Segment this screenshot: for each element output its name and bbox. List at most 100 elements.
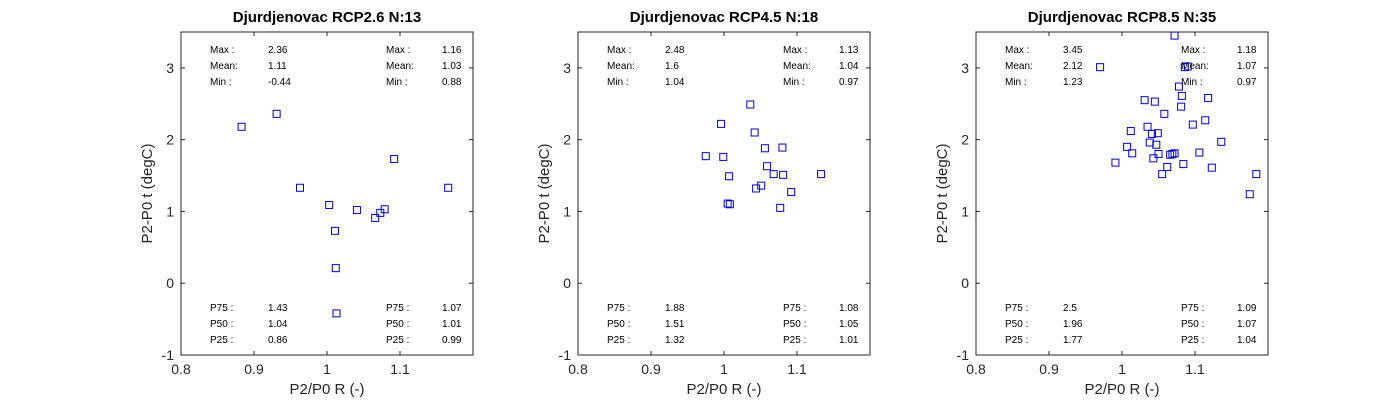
- y-tick-label: -1: [957, 347, 970, 363]
- plot-frame: [975, 31, 1269, 356]
- stat-value: 1.6: [665, 61, 679, 72]
- stat-value: 1.08: [839, 303, 859, 314]
- data-point-marker: [725, 172, 734, 181]
- data-point-marker: [1179, 160, 1188, 169]
- data-point-marker: [1150, 97, 1159, 106]
- data-point-marker: [1152, 140, 1161, 149]
- y-tick-label: 0: [166, 275, 174, 291]
- stat-label: P75 :: [607, 303, 630, 314]
- stat-value: 0.97: [1237, 77, 1257, 88]
- data-point-marker: [1143, 122, 1152, 131]
- y-axis-label: P2-P0 t (degC): [536, 143, 553, 243]
- stat-value: 1.96: [1063, 319, 1083, 330]
- y-tick-label: -1: [162, 347, 175, 363]
- stat-label: Mean:: [1181, 61, 1209, 72]
- y-tick-label: 2: [563, 132, 571, 148]
- stat-value: 1.32: [665, 335, 685, 346]
- x-tick-label: 1.1: [1185, 361, 1205, 377]
- y-tick-label: 0: [961, 275, 969, 291]
- scatter-panel-1: Djurdjenovac RCP2.6 N:13 0.8 0.9 1 1.1 -1 0 1 2 3…: [139, 9, 474, 398]
- stat-label: Max :: [783, 45, 807, 56]
- stat-value: 1.13: [839, 45, 859, 56]
- x-tick-label: 0.9: [641, 361, 661, 377]
- stat-label: P75 :: [386, 303, 409, 314]
- stat-value: 1.04: [268, 319, 288, 330]
- data-point-marker: [1163, 162, 1172, 171]
- data-point-marker: [1188, 120, 1197, 129]
- stat-label: Mean:: [783, 61, 811, 72]
- stat-label: P75 :: [783, 303, 806, 314]
- data-point-marker: [332, 309, 341, 318]
- data-point-marker: [1180, 63, 1189, 72]
- stat-value: 2.5: [1063, 303, 1077, 314]
- y-tick-label: 1: [166, 203, 174, 219]
- x-tick-label: 1: [720, 361, 728, 377]
- data-point-marker: [1183, 62, 1192, 71]
- data-point-marker: [272, 109, 281, 118]
- data-point-marker: [1166, 150, 1175, 159]
- data-point-marker: [1195, 148, 1204, 157]
- stat-label: Min :: [386, 77, 408, 88]
- data-point-marker: [757, 181, 766, 190]
- scatter-panel-3: Djurdjenovac RCP8.5 N:35 0.8 0.9 1 1.1 -1 0 1 2 3…: [934, 9, 1269, 398]
- data-point-marker: [1153, 129, 1162, 138]
- data-point-marker: [390, 155, 399, 164]
- data-point-marker: [746, 100, 755, 109]
- chart-title: Djurdjenovac RCP2.6 N:13: [233, 9, 421, 26]
- stat-value: 1.09: [1237, 303, 1257, 314]
- stat-value: -0.44: [268, 77, 291, 88]
- stat-label: P25 :: [607, 335, 630, 346]
- x-axis-label: P2/P0 R (-): [1084, 381, 1159, 398]
- stat-label: Max :: [210, 45, 234, 56]
- stat-label: Max :: [1181, 45, 1205, 56]
- stat-value: 1.07: [442, 303, 462, 314]
- x-axis-label: P2/P0 R (-): [686, 381, 761, 398]
- data-point-marker: [325, 200, 334, 209]
- stat-label: P25 :: [210, 335, 233, 346]
- data-point-marker: [717, 119, 726, 128]
- stat-label: P25 :: [1005, 335, 1028, 346]
- stat-label: Mean:: [210, 61, 238, 72]
- data-point-marker: [1207, 163, 1216, 172]
- stat-value: 0.99: [442, 335, 462, 346]
- data-point-marker: [352, 206, 361, 215]
- data-point-marker: [1252, 170, 1261, 179]
- stat-label: P50 :: [1005, 319, 1028, 330]
- stat-label: P25 :: [783, 335, 806, 346]
- data-points: [237, 109, 453, 318]
- data-point-marker: [1174, 82, 1183, 91]
- stat-label: P25 :: [386, 335, 409, 346]
- data-point-marker: [1177, 91, 1186, 100]
- stat-label: P50 :: [783, 319, 806, 330]
- x-axis-label: P2/P0 R (-): [289, 381, 364, 398]
- data-point-marker: [237, 122, 246, 131]
- stat-value: 2.12: [1063, 61, 1083, 72]
- data-point-marker: [1245, 190, 1254, 199]
- stat-label: P25 :: [1181, 335, 1204, 346]
- data-point-marker: [769, 170, 778, 179]
- data-point-marker: [1204, 94, 1213, 103]
- data-point-marker: [1201, 116, 1210, 125]
- data-point-marker: [725, 200, 734, 209]
- x-tick-label: 1: [1118, 361, 1126, 377]
- data-point-marker: [331, 226, 340, 235]
- plot-frame: [577, 31, 871, 356]
- stat-value: 1.03: [442, 61, 462, 72]
- scatter-panel-2: Djurdjenovac RCP4.5 N:18 0.8 0.9 1 1.1 -1 0 1 2 3…: [536, 9, 871, 398]
- data-point-marker: [723, 199, 732, 208]
- y-tick-label: 3: [166, 60, 174, 76]
- stat-value: 1.43: [268, 303, 288, 314]
- data-point-marker: [331, 264, 340, 273]
- stat-label: P75 :: [210, 303, 233, 314]
- stat-value: 0.86: [268, 335, 288, 346]
- data-point-marker: [750, 128, 759, 137]
- data-point-marker: [444, 183, 453, 192]
- stat-label: Max :: [1005, 45, 1029, 56]
- stat-label: Max :: [607, 45, 631, 56]
- stat-value: 0.97: [839, 77, 859, 88]
- data-point-marker: [1096, 63, 1105, 72]
- x-tick-label: 0.9: [244, 361, 264, 377]
- data-point-marker: [1140, 96, 1149, 105]
- stat-value: 3.45: [1063, 45, 1083, 56]
